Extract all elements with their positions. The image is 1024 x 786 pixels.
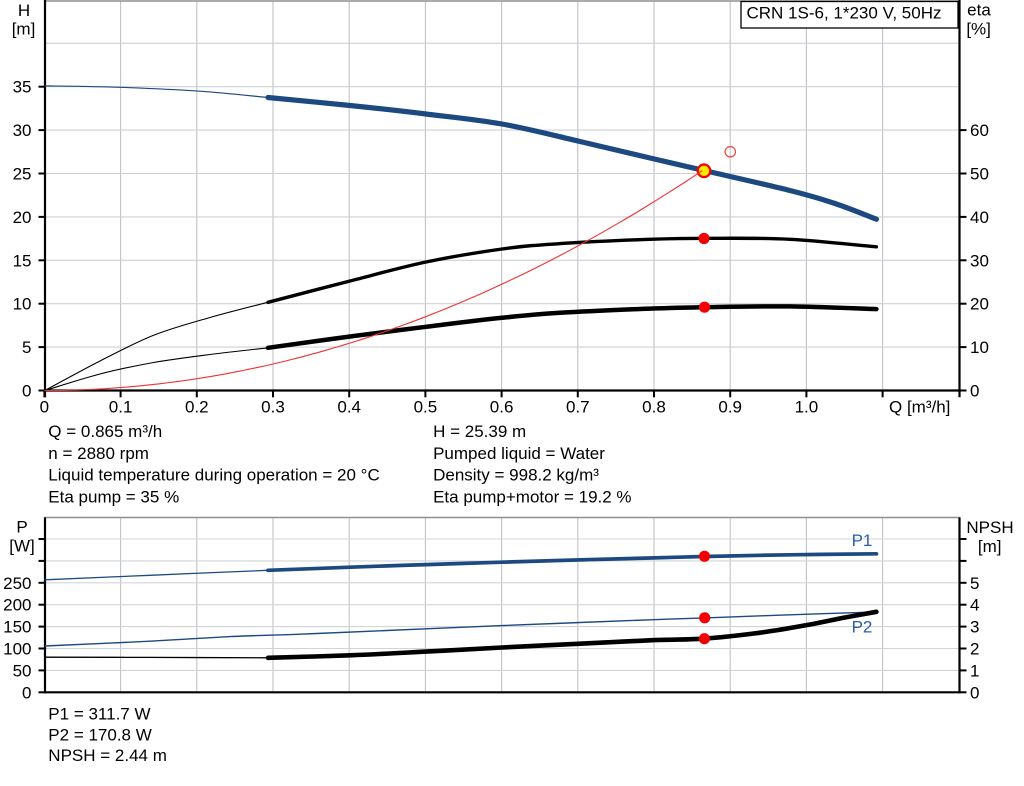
svg-text:Q = 0.865 m³/h: Q = 0.865 m³/h — [48, 422, 162, 441]
svg-text:2: 2 — [970, 640, 979, 659]
svg-text:CRN 1S-6, 1*230 V, 50Hz: CRN 1S-6, 1*230 V, 50Hz — [747, 4, 942, 23]
svg-text:0.9: 0.9 — [718, 398, 742, 417]
svg-text:0: 0 — [40, 398, 49, 417]
svg-text:0.8: 0.8 — [642, 398, 666, 417]
svg-text:10: 10 — [13, 295, 32, 314]
svg-text:Liquid temperature during oper: Liquid temperature during operation = 20… — [48, 466, 379, 485]
svg-text:20: 20 — [970, 295, 989, 314]
svg-text:0.6: 0.6 — [490, 398, 514, 417]
svg-text:Eta pump = 35 %: Eta pump = 35 % — [48, 487, 179, 506]
svg-text:100: 100 — [3, 640, 31, 659]
svg-text:35: 35 — [13, 78, 32, 97]
svg-text:200: 200 — [3, 596, 31, 615]
svg-text:H = 25.39 m: H = 25.39 m — [433, 422, 526, 441]
svg-text:50: 50 — [970, 165, 989, 184]
svg-text:[m]: [m] — [12, 20, 36, 39]
svg-text:P: P — [16, 518, 27, 537]
svg-text:15: 15 — [13, 251, 32, 270]
svg-text:0: 0 — [970, 683, 979, 702]
svg-text:50: 50 — [13, 661, 32, 680]
svg-text:P2 = 170.8 W: P2 = 170.8 W — [48, 725, 151, 744]
svg-text:Eta pump+motor = 19.2 %: Eta pump+motor = 19.2 % — [433, 487, 631, 506]
svg-text:P2: P2 — [852, 618, 873, 637]
svg-text:0.4: 0.4 — [337, 398, 361, 417]
svg-text:5: 5 — [970, 574, 979, 593]
svg-text:P1 = 311.7 W: P1 = 311.7 W — [48, 705, 150, 724]
svg-text:NPSH = 2.44 m: NPSH = 2.44 m — [48, 746, 167, 765]
svg-text:4: 4 — [970, 596, 979, 615]
svg-text:Q [m³/h]: Q [m³/h] — [889, 398, 950, 417]
svg-text:40: 40 — [970, 208, 989, 227]
svg-text:[W]: [W] — [9, 537, 35, 556]
svg-text:20: 20 — [13, 208, 32, 227]
svg-text:[%]: [%] — [966, 20, 991, 39]
svg-text:250: 250 — [3, 574, 31, 593]
svg-text:30: 30 — [13, 121, 32, 140]
svg-text:0.2: 0.2 — [185, 398, 209, 417]
svg-text:H: H — [18, 1, 30, 20]
svg-text:25: 25 — [13, 165, 32, 184]
svg-text:60: 60 — [970, 121, 989, 140]
svg-text:0: 0 — [22, 382, 31, 401]
svg-text:3: 3 — [970, 618, 979, 637]
svg-text:P1: P1 — [852, 531, 873, 550]
svg-text:NPSH: NPSH — [966, 518, 1013, 537]
svg-text:5: 5 — [22, 338, 31, 357]
svg-text:[m]: [m] — [978, 537, 1002, 556]
svg-text:10: 10 — [970, 338, 989, 357]
svg-text:1.0: 1.0 — [795, 398, 819, 417]
svg-text:0.3: 0.3 — [261, 398, 285, 417]
svg-text:Density = 998.2 kg/m³: Density = 998.2 kg/m³ — [433, 466, 599, 485]
svg-text:150: 150 — [3, 618, 31, 637]
svg-text:30: 30 — [970, 251, 989, 270]
svg-text:0: 0 — [970, 382, 979, 401]
svg-text:0: 0 — [22, 683, 31, 702]
svg-text:eta: eta — [967, 1, 991, 20]
svg-text:0.5: 0.5 — [414, 398, 438, 417]
svg-text:Pumped liquid = Water: Pumped liquid = Water — [433, 444, 605, 463]
svg-text:0.1: 0.1 — [109, 398, 133, 417]
svg-text:n = 2880 rpm: n = 2880 rpm — [48, 444, 149, 463]
svg-text:1: 1 — [970, 661, 979, 680]
svg-text:0.7: 0.7 — [566, 398, 590, 417]
